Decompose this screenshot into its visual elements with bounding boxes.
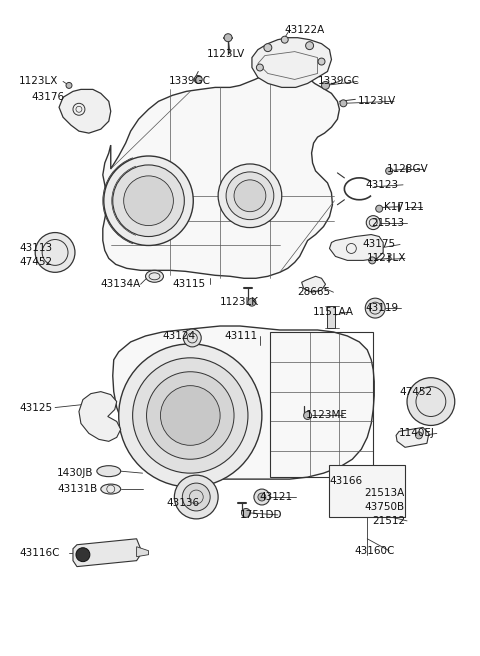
Text: 1123ME: 1123ME: [306, 411, 348, 420]
Circle shape: [306, 42, 313, 50]
Circle shape: [385, 167, 393, 174]
Circle shape: [322, 81, 329, 89]
Text: 1751DD: 1751DD: [240, 510, 283, 520]
Text: 1123LV: 1123LV: [357, 96, 396, 106]
Circle shape: [146, 372, 234, 459]
Polygon shape: [329, 235, 383, 260]
Text: 1339GC: 1339GC: [318, 77, 360, 87]
Text: 43175: 43175: [362, 239, 396, 249]
Circle shape: [160, 386, 220, 445]
Circle shape: [132, 358, 248, 473]
Polygon shape: [79, 392, 120, 441]
Polygon shape: [137, 546, 148, 557]
Text: 1123LV: 1123LV: [207, 49, 245, 58]
Circle shape: [119, 344, 262, 487]
Text: 1123LX: 1123LX: [19, 77, 59, 87]
Text: 1123LK: 1123LK: [220, 297, 259, 307]
Text: 43136: 43136: [167, 498, 200, 508]
Circle shape: [365, 298, 385, 318]
Polygon shape: [113, 326, 374, 479]
Text: 43124: 43124: [162, 331, 195, 341]
Circle shape: [258, 493, 266, 501]
Polygon shape: [396, 428, 429, 447]
Circle shape: [340, 100, 347, 107]
Text: 21513A: 21513A: [364, 488, 405, 498]
Circle shape: [124, 176, 173, 226]
Text: 43123: 43123: [365, 180, 398, 190]
Ellipse shape: [145, 270, 164, 282]
Text: 43119: 43119: [365, 303, 398, 313]
Text: 43160C: 43160C: [354, 546, 395, 556]
Circle shape: [241, 508, 251, 518]
Circle shape: [376, 205, 383, 212]
Circle shape: [254, 489, 270, 505]
Text: K17121: K17121: [384, 201, 424, 212]
Ellipse shape: [97, 466, 120, 477]
Text: 28665: 28665: [298, 287, 331, 297]
Text: 43116C: 43116C: [19, 548, 60, 558]
Text: 43750B: 43750B: [364, 502, 405, 512]
Text: 47452: 47452: [399, 386, 432, 397]
Circle shape: [35, 233, 75, 272]
Text: 43111: 43111: [224, 331, 257, 341]
Circle shape: [113, 165, 184, 237]
Circle shape: [104, 156, 193, 245]
Text: 43125: 43125: [19, 403, 52, 413]
Circle shape: [366, 216, 380, 230]
Polygon shape: [59, 89, 111, 133]
Circle shape: [256, 64, 264, 71]
Text: 43122A: 43122A: [285, 25, 325, 35]
Polygon shape: [73, 539, 141, 567]
Circle shape: [369, 257, 376, 264]
Bar: [270, 332, 373, 477]
Circle shape: [224, 33, 232, 42]
Circle shape: [182, 483, 210, 511]
Text: 43115: 43115: [172, 279, 205, 289]
Text: 43131B: 43131B: [57, 484, 97, 494]
Circle shape: [218, 164, 282, 228]
Polygon shape: [252, 37, 332, 87]
Text: 43176: 43176: [31, 92, 64, 102]
Text: 1123LX: 1123LX: [367, 253, 407, 264]
Circle shape: [183, 329, 201, 347]
Text: 1123GV: 1123GV: [387, 164, 429, 174]
Bar: [329, 465, 405, 517]
Circle shape: [234, 180, 266, 212]
Circle shape: [416, 432, 422, 439]
Bar: [327, 306, 336, 328]
Text: 1151AA: 1151AA: [312, 307, 354, 317]
Circle shape: [174, 475, 218, 519]
Text: 1339GC: 1339GC: [168, 77, 210, 87]
Text: 21512: 21512: [372, 516, 405, 526]
Circle shape: [194, 75, 202, 83]
Text: 43134A: 43134A: [101, 279, 141, 289]
Circle shape: [318, 58, 325, 65]
Text: 1430JB: 1430JB: [57, 468, 94, 478]
Circle shape: [248, 298, 256, 306]
Circle shape: [407, 378, 455, 426]
Circle shape: [281, 36, 288, 43]
Circle shape: [66, 83, 72, 89]
Circle shape: [226, 172, 274, 220]
Text: 43166: 43166: [329, 476, 362, 486]
Text: 21513: 21513: [371, 218, 404, 228]
Text: 47452: 47452: [19, 257, 52, 268]
Polygon shape: [103, 52, 339, 278]
Circle shape: [264, 44, 272, 52]
Ellipse shape: [101, 484, 120, 494]
Circle shape: [76, 548, 90, 562]
Text: 43113: 43113: [19, 243, 52, 253]
Text: 43121: 43121: [260, 492, 293, 502]
Text: 1140EJ: 1140EJ: [399, 428, 435, 438]
Polygon shape: [301, 276, 325, 292]
Circle shape: [304, 411, 312, 419]
